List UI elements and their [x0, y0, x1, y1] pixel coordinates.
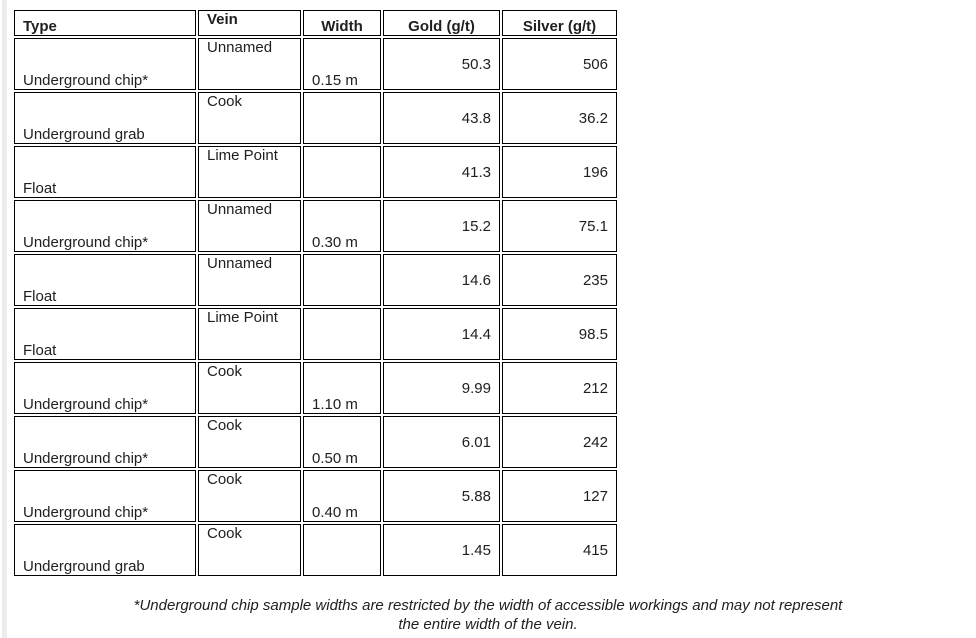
cell-silver: 242 [502, 416, 617, 468]
cell-silver: 127 [502, 470, 617, 522]
cell-type: Underground chip* [14, 200, 196, 252]
table-row: Float Lime Point 14.4 98.5 [14, 308, 617, 360]
cell-vein: Lime Point [198, 146, 301, 198]
cell-vein: Unnamed [198, 200, 301, 252]
footnote-line-1: *Underground chip sample widths are rest… [133, 597, 843, 614]
cell-width: 0.50 m [303, 416, 381, 468]
cell-vein: Cook [198, 470, 301, 522]
footnote-line-2: the entire width of the vein. [398, 616, 578, 633]
cell-silver: 196 [502, 146, 617, 198]
cell-width: 0.30 m [303, 200, 381, 252]
cell-type: Underground chip* [14, 362, 196, 414]
window-left-edge [2, 0, 7, 638]
cell-type: Float [14, 254, 196, 306]
cell-vein: Cook [198, 362, 301, 414]
cell-type: Float [14, 146, 196, 198]
header-row: Type Vein Width Gold (g/t) Silver (g/t) [14, 10, 617, 36]
cell-type: Float [14, 308, 196, 360]
cell-width [303, 92, 381, 144]
table-row: Underground chip* Unnamed 0.15 m 50.3 50… [14, 38, 617, 90]
cell-width: 1.10 m [303, 362, 381, 414]
column-header-vein: Vein [198, 10, 301, 36]
cell-width: 0.15 m [303, 38, 381, 90]
column-header-width: Width [303, 10, 381, 36]
cell-gold: 50.3 [383, 38, 500, 90]
cell-vein: Cook [198, 92, 301, 144]
cell-width [303, 146, 381, 198]
cell-silver: 75.1 [502, 200, 617, 252]
assay-results-table: Type Vein Width Gold (g/t) Silver (g/t) … [12, 8, 619, 578]
cell-vein: Cook [198, 524, 301, 576]
cell-silver: 36.2 [502, 92, 617, 144]
cell-vein: Unnamed [198, 254, 301, 306]
cell-width: 0.40 m [303, 470, 381, 522]
footnote: *Underground chip sample widths are rest… [14, 596, 962, 634]
cell-gold: 9.99 [383, 362, 500, 414]
cell-type: Underground chip* [14, 470, 196, 522]
cell-width [303, 524, 381, 576]
cell-gold: 43.8 [383, 92, 500, 144]
cell-type: Underground grab [14, 92, 196, 144]
cell-silver: 235 [502, 254, 617, 306]
cell-gold: 14.4 [383, 308, 500, 360]
table-row: Float Lime Point 41.3 196 [14, 146, 617, 198]
page-content: Type Vein Width Gold (g/t) Silver (g/t) … [0, 8, 976, 634]
column-header-type: Type [14, 10, 196, 36]
table-row: Underground grab Cook 43.8 36.2 [14, 92, 617, 144]
cell-vein: Cook [198, 416, 301, 468]
table-row: Float Unnamed 14.6 235 [14, 254, 617, 306]
cell-type: Underground chip* [14, 416, 196, 468]
table-row: Underground chip* Unnamed 0.30 m 15.2 75… [14, 200, 617, 252]
column-header-gold: Gold (g/t) [383, 10, 500, 36]
cell-width [303, 308, 381, 360]
column-header-silver: Silver (g/t) [502, 10, 617, 36]
cell-silver: 212 [502, 362, 617, 414]
cell-type: Underground chip* [14, 38, 196, 90]
cell-gold: 41.3 [383, 146, 500, 198]
table-row: Underground chip* Cook 1.10 m 9.99 212 [14, 362, 617, 414]
cell-vein: Unnamed [198, 38, 301, 90]
cell-vein: Lime Point [198, 308, 301, 360]
cell-gold: 14.6 [383, 254, 500, 306]
cell-silver: 415 [502, 524, 617, 576]
cell-type: Underground grab [14, 524, 196, 576]
cell-gold: 5.88 [383, 470, 500, 522]
cell-gold: 6.01 [383, 416, 500, 468]
table-row: Underground chip* Cook 0.50 m 6.01 242 [14, 416, 617, 468]
cell-silver: 98.5 [502, 308, 617, 360]
table-row: Underground chip* Cook 0.40 m 5.88 127 [14, 470, 617, 522]
cell-silver: 506 [502, 38, 617, 90]
cell-gold: 1.45 [383, 524, 500, 576]
cell-width [303, 254, 381, 306]
cell-gold: 15.2 [383, 200, 500, 252]
table-row: Underground grab Cook 1.45 415 [14, 524, 617, 576]
